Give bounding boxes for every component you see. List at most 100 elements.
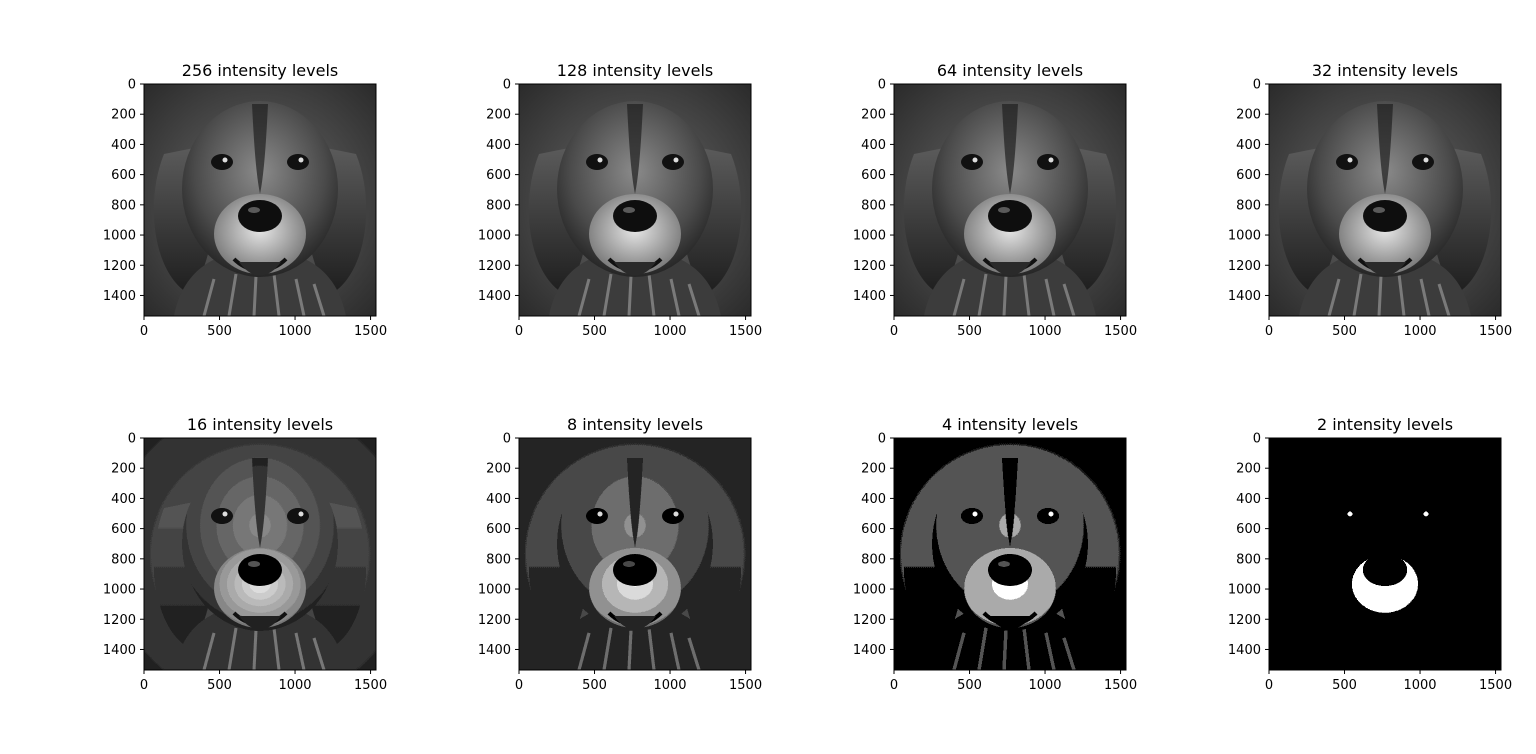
- y-tick-label: 800: [1236, 552, 1261, 567]
- y-tick-label: 600: [1236, 168, 1261, 183]
- y-tick-label: 0: [128, 432, 136, 447]
- y-tick-label: 1400: [853, 289, 886, 304]
- y-tick-label: 1000: [1228, 583, 1261, 598]
- x-tick-label: 500: [207, 678, 232, 693]
- y-tick-label: 0: [1253, 78, 1261, 93]
- x-tick-label: 0: [890, 324, 898, 339]
- y-tick-label: 200: [1236, 462, 1261, 477]
- axes-frame: [1268, 437, 1502, 671]
- axes-frame: [893, 83, 1127, 317]
- x-tick-label: 1000: [653, 678, 686, 693]
- x-tick-label: 1500: [1104, 324, 1137, 339]
- dog-image: [142, 436, 378, 672]
- y-tick-label: 1200: [1228, 259, 1261, 274]
- x-tick-label: 1000: [278, 678, 311, 693]
- panel-title: 4 intensity levels: [942, 415, 1078, 434]
- y-tick-label: 400: [861, 492, 886, 507]
- x-tick-label: 1500: [1479, 324, 1512, 339]
- panel-16-levels: 16 intensity levels 0 200 400 600 800 1000 1200…: [103, 415, 387, 693]
- x-tick-label: 1500: [729, 678, 762, 693]
- y-tick-label: 1000: [853, 583, 886, 598]
- y-tick-label: 800: [111, 552, 136, 567]
- y-tick-label: 600: [486, 168, 511, 183]
- y-tick-label: 400: [1236, 138, 1261, 153]
- y-tick-label: 600: [861, 522, 886, 537]
- x-tick-label: 1000: [653, 324, 686, 339]
- y-tick-label: 600: [1236, 522, 1261, 537]
- y-tick-label: 1400: [103, 289, 136, 304]
- x-tick-label: 1000: [1028, 324, 1061, 339]
- x-tick-label: 0: [140, 678, 148, 693]
- x-tick-label: 1500: [354, 324, 387, 339]
- y-tick-label: 200: [111, 108, 136, 123]
- y-tick-label: 600: [861, 168, 886, 183]
- x-tick-label: 1500: [1104, 678, 1137, 693]
- y-tick-label: 200: [486, 108, 511, 123]
- y-tick-label: 0: [878, 78, 886, 93]
- y-tick-label: 800: [486, 198, 511, 213]
- y-tick-label: 200: [861, 108, 886, 123]
- dog-image: [1267, 82, 1503, 318]
- y-tick-label: 1200: [1228, 613, 1261, 628]
- x-tick-label: 1000: [1403, 678, 1436, 693]
- y-tick-label: 400: [111, 138, 136, 153]
- y-tick-label: 0: [1253, 432, 1261, 447]
- dog-image: [142, 82, 378, 318]
- y-tick-label: 200: [861, 462, 886, 477]
- x-tick-label: 1500: [1479, 678, 1512, 693]
- panel-title: 2 intensity levels: [1317, 415, 1453, 434]
- y-tick-label: 1000: [103, 229, 136, 244]
- panel-256-levels: 256 intensity levels 0 200 400 600 800 1000 120…: [103, 61, 387, 339]
- y-tick-label: 600: [486, 522, 511, 537]
- panel-title: 8 intensity levels: [567, 415, 703, 434]
- y-tick-label: 0: [503, 432, 511, 447]
- panel-2-levels: 2 intensity levels 0 200 400 600 800 1000 1200 1…: [1228, 415, 1512, 693]
- y-tick-label: 1400: [1228, 289, 1261, 304]
- y-tick-label: 1200: [478, 613, 511, 628]
- axes-frame: [518, 437, 752, 671]
- panel-64-levels: 64 intensity levels 0 200 400 600 800 1000 1200…: [853, 61, 1137, 339]
- panel-32-levels: 32 intensity levels 0 200 400 600 800 1000 1200…: [1228, 61, 1512, 339]
- x-tick-label: 0: [515, 678, 523, 693]
- y-tick-label: 400: [1236, 492, 1261, 507]
- y-tick-label: 1000: [853, 229, 886, 244]
- y-tick-label: 400: [861, 138, 886, 153]
- dog-image: [517, 82, 753, 318]
- y-tick-label: 0: [128, 78, 136, 93]
- y-tick-label: 1400: [478, 643, 511, 658]
- y-tick-label: 600: [111, 168, 136, 183]
- x-tick-label: 1000: [1028, 678, 1061, 693]
- y-tick-label: 400: [486, 138, 511, 153]
- x-tick-label: 1000: [278, 324, 311, 339]
- dog-image: [1267, 436, 1503, 672]
- x-tick-label: 500: [582, 678, 607, 693]
- axes-frame: [143, 437, 377, 671]
- axes-frame: [143, 83, 377, 317]
- y-tick-label: 400: [486, 492, 511, 507]
- y-tick-label: 1200: [103, 613, 136, 628]
- y-tick-label: 1000: [478, 583, 511, 598]
- y-tick-label: 1200: [478, 259, 511, 274]
- y-tick-label: 0: [878, 432, 886, 447]
- y-tick-label: 800: [861, 552, 886, 567]
- y-tick-label: 1400: [103, 643, 136, 658]
- axes-frame: [893, 437, 1127, 671]
- x-tick-label: 0: [890, 678, 898, 693]
- panel-title: 128 intensity levels: [557, 61, 713, 80]
- x-tick-label: 0: [1265, 678, 1273, 693]
- x-tick-label: 500: [207, 324, 232, 339]
- y-tick-label: 1400: [478, 289, 511, 304]
- x-tick-label: 500: [1332, 324, 1357, 339]
- y-tick-label: 400: [111, 492, 136, 507]
- x-tick-label: 500: [957, 678, 982, 693]
- panel-title: 64 intensity levels: [937, 61, 1083, 80]
- y-tick-label: 600: [111, 522, 136, 537]
- y-tick-label: 200: [111, 462, 136, 477]
- x-tick-label: 500: [1332, 678, 1357, 693]
- y-tick-label: 1000: [103, 583, 136, 598]
- y-tick-label: 200: [486, 462, 511, 477]
- panel-8-levels: 8 intensity levels 0 200 400 600 800 1000 1200 1…: [478, 415, 762, 693]
- dog-image: [517, 436, 753, 672]
- y-tick-label: 800: [861, 198, 886, 213]
